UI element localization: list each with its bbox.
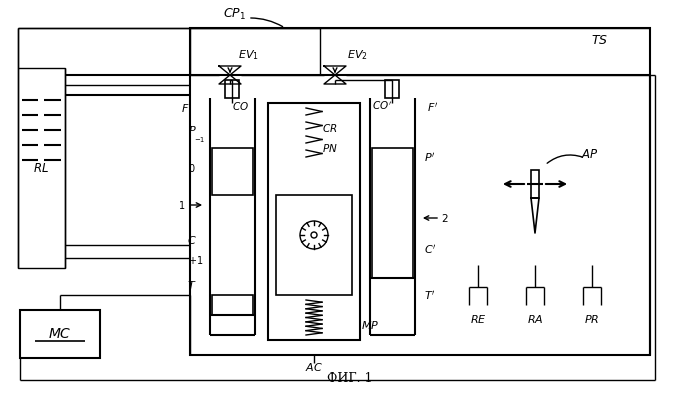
- Text: $TS$: $TS$: [591, 34, 609, 46]
- Text: $0$: $0$: [188, 162, 196, 174]
- Bar: [268, 103, 360, 340]
- Text: $PR$: $PR$: [584, 313, 600, 325]
- Text: $P$: $P$: [187, 124, 196, 136]
- Text: $AC$: $AC$: [305, 361, 323, 373]
- Text: $CO$: $CO$: [231, 100, 249, 112]
- Text: ${}^{-1}$: ${}^{-1}$: [194, 138, 206, 148]
- Bar: [20, 310, 100, 358]
- Bar: [18, 68, 65, 268]
- Text: $RE$: $RE$: [470, 313, 487, 325]
- Bar: [190, 28, 650, 355]
- Text: $F$: $F$: [181, 102, 189, 114]
- Text: $AP$: $AP$: [581, 148, 599, 162]
- Text: $CR$: $CR$: [322, 122, 338, 134]
- Text: $F'$: $F'$: [427, 102, 438, 114]
- Bar: [276, 195, 352, 295]
- Text: $C'$: $C'$: [424, 244, 436, 256]
- Text: $2$: $2$: [441, 212, 449, 224]
- Text: $+1$: $+1$: [188, 254, 203, 266]
- Text: $CO'$: $CO'$: [372, 100, 392, 112]
- Text: $C$: $C$: [187, 234, 197, 246]
- Text: $EV_2$: $EV_2$: [347, 48, 368, 62]
- Text: $1$: $1$: [178, 199, 186, 211]
- Text: $MP$: $MP$: [361, 319, 379, 331]
- Text: $PN$: $PN$: [322, 142, 338, 154]
- Text: $RL$: $RL$: [33, 162, 49, 174]
- Bar: [212, 295, 253, 315]
- Bar: [212, 148, 253, 195]
- Text: $EV_1$: $EV_1$: [238, 48, 259, 62]
- Bar: [372, 148, 413, 278]
- Bar: [531, 170, 539, 198]
- Bar: [385, 80, 399, 98]
- Text: $RA$: $RA$: [527, 313, 543, 325]
- Text: ФИГ. 1: ФИГ. 1: [327, 372, 373, 384]
- Text: $T'$: $T'$: [424, 288, 435, 302]
- Bar: [225, 80, 239, 98]
- Text: $MC$: $MC$: [48, 327, 72, 341]
- Text: $P'$: $P'$: [424, 152, 435, 164]
- Text: $T$: $T$: [187, 279, 196, 291]
- Text: $CP_1$: $CP_1$: [224, 6, 247, 22]
